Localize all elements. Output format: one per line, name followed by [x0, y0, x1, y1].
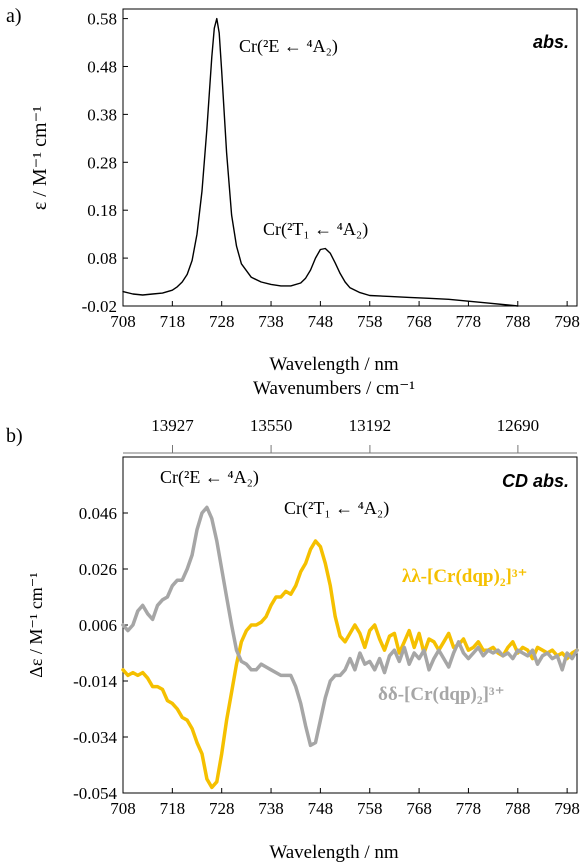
- secondary-tick-label: 12690: [497, 416, 540, 435]
- panel-a-x-tick-label: 718: [160, 312, 186, 331]
- panel-b: b) Wavenumbers / cm⁻¹ 13927 13550 13192 126…: [6, 378, 580, 862]
- panel-b-x-ticks: 708 718 728 738 748 758 768 778 788 798: [110, 788, 580, 818]
- panel-b-y-axis-label: Δε / M⁻¹ cm⁻¹: [26, 572, 46, 677]
- panel-b-x-tick-label: 708: [110, 799, 136, 818]
- panel-b-y-tick-label: 0.046: [79, 504, 117, 523]
- panel-b-secondary-axis-label: Wavenumbers / cm⁻¹: [253, 378, 415, 399]
- panel-a-x-tick-label: 768: [406, 312, 432, 331]
- panel-a-y-tick-label: 0.28: [87, 153, 117, 172]
- panel-a-x-tick-label: 758: [357, 312, 383, 331]
- panel-a-x-axis-label: Wavelength / nm: [269, 354, 399, 375]
- panel-b-annotation-2t1: Cr(²T₁ ← ⁴A₂): [284, 498, 389, 519]
- panel-a-y-tick-label: 0.48: [87, 57, 117, 76]
- panel-b-label: b): [6, 425, 23, 447]
- panel-a: a) 708 718 728 738 748 758 768 778 788 798 -0.02 0…: [6, 5, 580, 375]
- panel-b-x-tick-label: 738: [258, 799, 284, 818]
- panel-b-lines: [121, 505, 579, 790]
- panel-b-x-tick-label: 788: [505, 799, 531, 818]
- legend-lambda-lambda: λλ-[Cr(dqp)₂]³⁺: [402, 566, 528, 587]
- panel-b-x-tick-label: 718: [160, 799, 186, 818]
- panel-a-y-tick-label: 0.58: [87, 10, 117, 29]
- panel-b-y-tick-label: -0.034: [73, 728, 117, 747]
- secondary-tick-label: 13550: [250, 416, 293, 435]
- panel-a-y-tick-label: 0.18: [87, 201, 117, 220]
- panel-a-series-line-0: [122, 17, 519, 307]
- secondary-tick-label: 13192: [349, 416, 392, 435]
- panel-b-x-axis-label: Wavelength / nm: [269, 842, 399, 862]
- panel-a-x-tick-label: 798: [554, 312, 580, 331]
- panel-b-y-tick-label: 0.026: [79, 560, 117, 579]
- panel-b-secondary-ticks: 13927 13550 13192 12690: [123, 416, 577, 454]
- panel-b-y-tick-label: -0.014: [73, 672, 117, 691]
- panel-a-annotation-2t1: Cr(²T₁ ← ⁴A₂): [263, 219, 368, 240]
- panel-b-x-tick-label: 758: [357, 799, 383, 818]
- panel-a-frame: [122, 8, 578, 307]
- panel-a-lines: [122, 17, 519, 307]
- secondary-tick-label: 13927: [151, 416, 194, 435]
- panel-a-y-axis-label: ε / M⁻¹ cm⁻¹: [29, 106, 51, 210]
- panel-b-x-tick-label: 728: [209, 799, 235, 818]
- panel-a-y-tick-label: 0.08: [87, 249, 117, 268]
- panel-b-annotation-2e: Cr(²E ← ⁴A₂): [160, 467, 259, 488]
- panel-a-x-tick-label: 778: [456, 312, 482, 331]
- panel-b-x-tick-label: 798: [554, 799, 580, 818]
- legend-delta-delta: δδ-[Cr(dqp)₂]³⁺: [378, 684, 505, 705]
- panel-a-x-tick-label: 738: [258, 312, 284, 331]
- panel-b-series-line-1: [121, 505, 579, 748]
- panel-b-corner-label: CD abs.: [502, 471, 569, 491]
- panel-a-y-tick-label: 0.38: [87, 105, 117, 124]
- panel-a-x-tick-label: 748: [308, 312, 334, 331]
- panel-a-x-tick-label: 708: [110, 312, 136, 331]
- panel-b-x-tick-label: 768: [406, 799, 432, 818]
- panel-a-x-ticks: 708 718 728 738 748 758 768 778 788 798: [110, 301, 580, 331]
- panel-a-x-tick-label: 728: [209, 312, 235, 331]
- panel-a-annotation-2e: Cr(²E ← ⁴A₂): [239, 36, 338, 57]
- panel-a-corner-label: abs.: [533, 32, 569, 52]
- panel-b-y-tick-label: 0.006: [79, 616, 117, 635]
- panel-b-y-ticks: -0.054 -0.034 -0.014 0.006 0.026 0.046: [73, 504, 128, 803]
- panel-b-x-tick-label: 748: [308, 799, 334, 818]
- panel-a-y-ticks: -0.02 0.08 0.18 0.28 0.38 0.48 0.58: [82, 10, 128, 316]
- panel-b-x-tick-label: 778: [456, 799, 482, 818]
- panel-a-label: a): [6, 5, 22, 27]
- panel-b-y-tick-label: -0.054: [73, 784, 117, 803]
- panel-a-y-tick-label: -0.02: [82, 297, 117, 316]
- panel-a-x-tick-label: 788: [505, 312, 531, 331]
